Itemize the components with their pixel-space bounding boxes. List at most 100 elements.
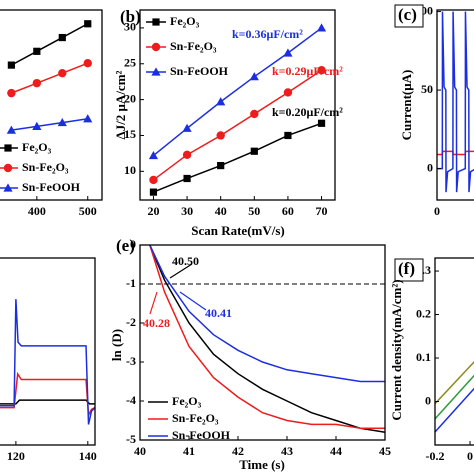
y-tick-label: 20 [124, 91, 136, 105]
series-line [11, 23, 89, 66]
x-tick-label: 44 [330, 444, 342, 458]
series-line [152, 27, 323, 157]
marker [58, 33, 66, 42]
x-axis-label: Scan Rate(mV/s) [191, 223, 285, 238]
axes-frame [0, 257, 96, 446]
annotation: 40.41 [205, 306, 232, 320]
x-tick-label: 70 [316, 204, 328, 218]
series-line [149, 245, 385, 433]
x-tick-label: 42 [232, 444, 244, 458]
marker [149, 188, 158, 196]
marker [32, 121, 42, 130]
plot-area [0, 299, 95, 425]
marker [33, 47, 41, 55]
arrows [149, 263, 207, 315]
x-tick-label: 43 [281, 444, 293, 458]
annotation: 40.28 [143, 316, 170, 330]
marker [7, 88, 16, 98]
series-line [0, 299, 95, 425]
x-axis-label: Time (s) [239, 457, 285, 472]
series-line [11, 62, 89, 94]
y-tick-label: 0 [425, 393, 431, 407]
x-tick-label: 50 [248, 204, 260, 218]
y-axis-label: ln (D) [109, 329, 124, 361]
marker [217, 161, 225, 170]
y-tick-label: -2 [126, 315, 136, 329]
x-tick-label: 0 [467, 449, 473, 463]
axes-frame [436, 9, 474, 201]
marker [83, 59, 92, 68]
x-tick-label: 120 [7, 449, 25, 463]
legend-label: Sn-Fe₂O₃ [170, 39, 217, 53]
series-line [437, 11, 474, 193]
legend-marker [152, 18, 160, 26]
x-tick-label: 40 [215, 204, 227, 218]
legend-label: Sn-Fe₂O₃ [22, 160, 69, 174]
y-tick-label: 10 [124, 163, 136, 177]
x-tick-label: 45 [379, 444, 391, 458]
y-axis-label: ΔJ/2 μA/cm² [113, 70, 128, 139]
legend-marker [4, 144, 12, 152]
marker [316, 23, 327, 32]
axes-frame [139, 9, 336, 201]
marker [250, 147, 258, 155]
y-tick-label: 0.1 [416, 350, 431, 364]
x-tick-label: 40 [134, 444, 146, 458]
marker [83, 114, 93, 123]
legend-marker [151, 67, 161, 76]
x-tick-label: 41 [183, 444, 195, 458]
title-box [394, 4, 424, 28]
marker [84, 20, 92, 28]
y-tick-label: 25 [124, 56, 136, 70]
y-tick-label: 0 [130, 237, 136, 251]
legend-label: Fe₂O₃ [22, 140, 52, 154]
marker [58, 68, 67, 78]
marker [317, 119, 326, 127]
annotation: k=0.20μF/cm² [272, 105, 343, 119]
legend-label: Sn-FeOOH [170, 64, 229, 78]
plot-area [148, 23, 327, 196]
marker [149, 175, 158, 185]
series-line [435, 374, 474, 420]
marker [183, 174, 191, 183]
plot-area [6, 20, 93, 134]
marker [148, 150, 159, 160]
arrow [179, 291, 207, 311]
marker [249, 72, 259, 81]
legend-label: Fe₂O₃ [170, 14, 200, 28]
x-tick-label: -0.2 [426, 449, 445, 463]
legend-marker [151, 42, 161, 52]
marker [284, 131, 292, 140]
y-tick-label: -4 [126, 393, 136, 407]
series-line [11, 118, 88, 131]
marker [283, 88, 293, 97]
x-tick-label: 0 [434, 204, 440, 218]
marker [283, 48, 293, 57]
y-axis-label: Current density(mA/cm²) [389, 279, 404, 420]
y-tick-label: -5 [126, 432, 136, 446]
title-box [394, 258, 424, 282]
y-tick-label: 50 [421, 82, 433, 96]
x-tick-label: 400 [28, 204, 46, 218]
x-tick-label: 60 [282, 204, 294, 218]
annotation: 40.50 [172, 254, 199, 268]
y-tick-label: 0 [427, 160, 433, 174]
legend-label: Fe₂O₃ [172, 394, 202, 408]
series-line [153, 122, 322, 193]
panel-label: (e) [116, 236, 135, 255]
annotation: k=0.36μF/cm² [232, 27, 303, 41]
y-tick-label: -1 [126, 276, 136, 290]
plot-area [140, 245, 385, 433]
x-tick-label: 140 [79, 449, 97, 463]
axes-frame [139, 244, 386, 441]
y-tick-label: 15 [124, 127, 136, 141]
panel-label: (b) [120, 7, 141, 26]
x-tick-label: 20 [147, 204, 159, 218]
y-tick-label: 30 [124, 20, 136, 34]
marker [216, 131, 225, 140]
panel-label: (f) [398, 259, 415, 278]
legend-label: Sn-FeOOH [22, 180, 81, 194]
plot-area [437, 11, 474, 193]
x-tick-label: 500 [79, 204, 97, 218]
